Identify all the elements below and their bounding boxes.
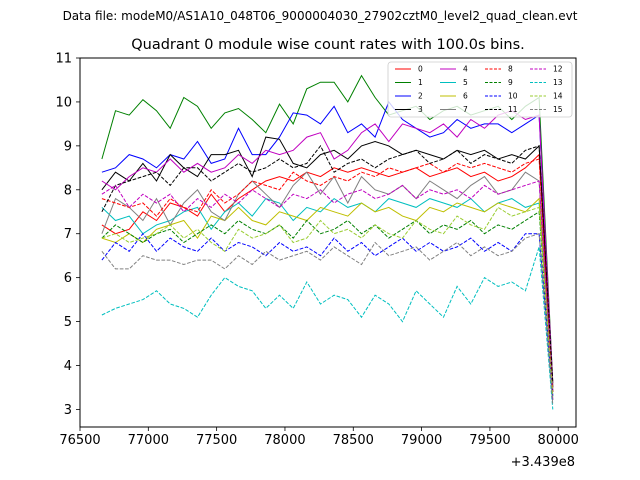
series-line-0 — [101, 153, 554, 388]
y-tick-label: 4 — [64, 359, 72, 374]
legend-label-1: 1 — [418, 78, 423, 87]
y-tick-label: 5 — [64, 315, 72, 330]
y-axis: 3 4 5 6 7 8 9 10 11 — [55, 52, 80, 418]
legend-label-10: 10 — [508, 92, 518, 101]
series-line-15 — [101, 233, 554, 406]
legend-label-6: 6 — [463, 92, 468, 101]
y-tick-label: 10 — [55, 95, 72, 110]
y-tick-label: 11 — [55, 52, 72, 67]
series-line-14 — [101, 206, 554, 397]
series-line-7 — [101, 171, 554, 388]
series-line-5 — [101, 197, 554, 397]
legend-label-8: 8 — [508, 65, 513, 74]
x-axis: 76500 77000 77500 78000 78500 79000 79500 80000 — [59, 427, 579, 448]
x-tick-label: 77000 — [128, 433, 169, 448]
chart-suptitle: Data file: modeM0/AS1A10_048T06_90000040… — [63, 9, 578, 23]
series-line-13 — [101, 246, 554, 410]
series-line-8 — [101, 158, 554, 392]
legend-label-4: 4 — [463, 65, 468, 74]
legend-label-12: 12 — [553, 65, 563, 74]
series-line-10 — [101, 232, 554, 397]
legend-label-14: 14 — [553, 92, 563, 101]
legend-label-2: 2 — [418, 92, 423, 101]
legend-label-7: 7 — [463, 105, 468, 114]
y-tick-label: 8 — [64, 183, 72, 198]
y-tick-label: 7 — [64, 227, 72, 242]
x-tick-label: 76500 — [59, 433, 100, 448]
legend-label-0: 0 — [418, 65, 423, 74]
plot-frame — [79, 57, 577, 428]
x-tick-label: 80000 — [538, 433, 579, 448]
y-tick-label: 3 — [64, 403, 72, 418]
x-tick-label: 79000 — [401, 433, 442, 448]
series-line-9 — [101, 210, 554, 401]
legend-box — [387, 61, 573, 118]
legend-label-9: 9 — [508, 78, 513, 87]
series-line-2 — [101, 100, 554, 392]
series-lines — [101, 74, 554, 410]
chart-title: Quadrant 0 module wise count rates with … — [131, 37, 525, 53]
legend-label-15: 15 — [553, 105, 563, 114]
y-tick-label: 9 — [64, 139, 72, 154]
series-line-4 — [101, 110, 554, 384]
legend-label-3: 3 — [418, 105, 423, 114]
series-line-12 — [101, 180, 554, 401]
x-tick-label: 79500 — [469, 433, 510, 448]
y-tick-label: 6 — [64, 271, 72, 286]
x-tick-label: 78000 — [264, 433, 305, 448]
series-line-11 — [101, 144, 554, 384]
series-line-6 — [101, 197, 554, 392]
x-tick-label: 78500 — [333, 433, 374, 448]
legend-label-11: 11 — [508, 105, 518, 114]
legend-label-13: 13 — [553, 78, 563, 87]
x-tick-label: 77500 — [196, 433, 237, 448]
series-line-3 — [101, 136, 554, 388]
legend-label-5: 5 — [463, 78, 468, 87]
x-axis-offset-label: +3.439e8 — [511, 455, 575, 470]
